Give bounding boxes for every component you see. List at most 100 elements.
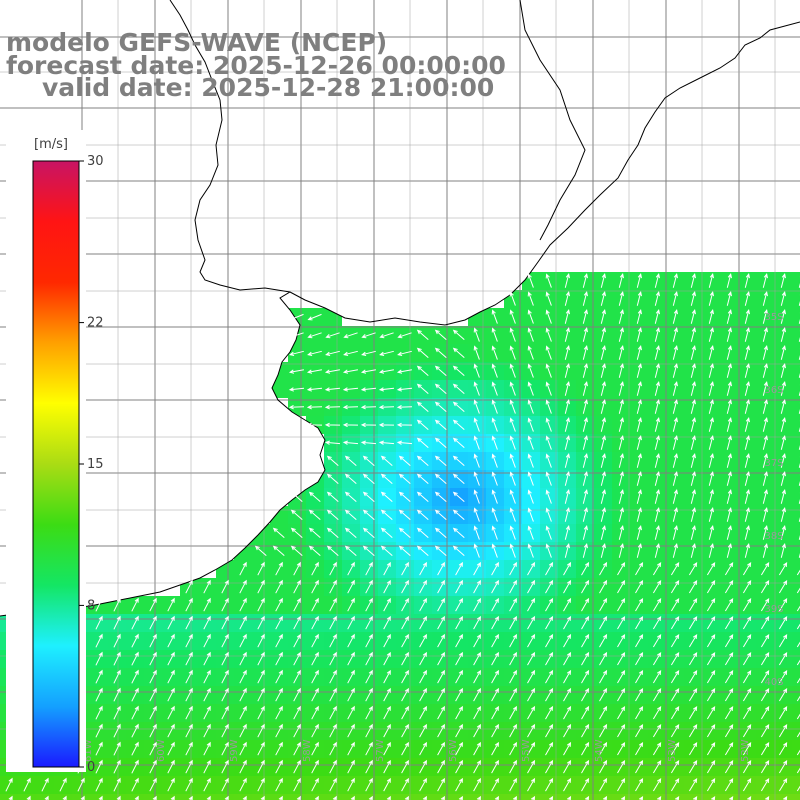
wind-arrow: [473, 471, 480, 486]
wind-arrow: [397, 332, 412, 339]
wind-arrow: [545, 327, 552, 342]
wind-arrow: [434, 455, 447, 466]
wind-arrow: [239, 561, 247, 576]
wind-arrow: [401, 723, 409, 738]
wind-arrow: [311, 597, 319, 612]
wind-arrow: [618, 507, 624, 522]
wind-arrow: [257, 597, 265, 612]
wind-cell: [792, 326, 800, 344]
wind-arrow: [545, 309, 552, 324]
wind-arrow: [365, 633, 373, 648]
wind-arrow: [221, 777, 229, 792]
wind-arrow: [599, 633, 608, 648]
wind-arrow: [780, 489, 786, 504]
wind-cell: [792, 506, 800, 524]
wind-arrow: [545, 417, 552, 432]
wind-arrow: [599, 759, 608, 774]
wind-arrow: [365, 705, 373, 720]
wind-arrow: [455, 723, 463, 738]
wind-arrow: [509, 561, 517, 576]
land-mask: [0, 0, 800, 616]
wind-arrow: [347, 651, 355, 666]
wind-arrow: [724, 669, 734, 684]
wind-arrow: [306, 404, 323, 410]
wind-arrow: [491, 489, 498, 504]
wind-arrow: [618, 381, 624, 396]
wind-arrow: [672, 399, 678, 414]
wind-arrow: [509, 543, 516, 558]
wind-arrow: [545, 291, 552, 306]
wind-arrow: [545, 453, 552, 468]
wind-arrow: [455, 669, 463, 684]
wind-arrow: [581, 705, 590, 720]
wind-arrow: [473, 417, 480, 432]
longitude-label: 61W: [83, 739, 94, 762]
wind-arrow: [308, 509, 321, 520]
wind-arrow: [509, 687, 517, 702]
wind-arrow: [762, 399, 768, 414]
wind-cell: [792, 452, 800, 470]
wind-arrow: [780, 417, 786, 432]
wind-arrow: [600, 273, 606, 288]
wind-arrow: [618, 363, 624, 378]
wind-arrow: [152, 795, 157, 800]
colorbar-tick-label: 30: [87, 154, 104, 169]
wind-arrow: [706, 579, 716, 594]
wind-arrow: [706, 705, 716, 720]
wind-arrow: [347, 579, 355, 594]
wind-arrow: [690, 489, 696, 504]
wind-arrow: [434, 347, 447, 358]
wind-arrow: [545, 669, 554, 684]
wind-arrow: [221, 651, 229, 666]
longitude-label: 60W: [156, 739, 167, 762]
wind-arrow: [221, 579, 229, 594]
wind-arrow: [744, 453, 750, 468]
wind-arrow: [742, 687, 752, 702]
wind-arrow: [455, 561, 463, 576]
wind-arrow: [726, 327, 732, 342]
wind-arrow: [419, 579, 427, 594]
wind-arrow: [95, 777, 103, 792]
wind-arrow: [329, 705, 337, 720]
wind-arrow: [509, 741, 517, 756]
wind-arrow: [599, 597, 608, 612]
wind-arrow: [275, 705, 283, 720]
wind-arrow: [654, 417, 660, 432]
wind-arrow: [365, 723, 373, 738]
wind-arrow: [690, 471, 696, 486]
wind-cell: [486, 794, 504, 800]
wind-arrow: [347, 669, 355, 684]
wind-arrow: [416, 365, 429, 376]
wind-arrow: [545, 435, 552, 450]
wind-arrow: [670, 760, 680, 774]
wind-arrow: [95, 651, 103, 666]
wind-cell: [792, 524, 800, 542]
wind-arrow: [452, 329, 465, 340]
wind-arrow: [383, 759, 391, 774]
wind-cell: [72, 794, 90, 800]
wind-arrow: [491, 417, 498, 432]
wind-cell: [792, 722, 800, 740]
wind-arrow: [289, 313, 304, 321]
wind-arrow: [149, 687, 157, 702]
wind-arrow: [726, 417, 732, 432]
colorbar-tick-label: 22: [87, 316, 104, 331]
wind-arrow: [378, 404, 395, 410]
wind-arrow: [796, 659, 800, 666]
wind-arrow: [617, 634, 626, 648]
wind-arrow: [527, 741, 536, 756]
land-area: [0, 0, 800, 616]
wind-arrow: [672, 309, 678, 324]
wind-arrow: [652, 670, 662, 684]
wind-arrow: [491, 453, 498, 468]
wind-arrow: [599, 777, 608, 792]
wind-arrow: [742, 561, 752, 576]
wind-cell: [162, 794, 180, 800]
wind-arrow: [796, 605, 800, 612]
wind-arrow: [635, 688, 644, 702]
wind-arrow: [708, 327, 714, 342]
wind-arrow: [347, 777, 355, 792]
wind-arrow: [455, 759, 463, 774]
wind-arrow: [762, 345, 768, 360]
